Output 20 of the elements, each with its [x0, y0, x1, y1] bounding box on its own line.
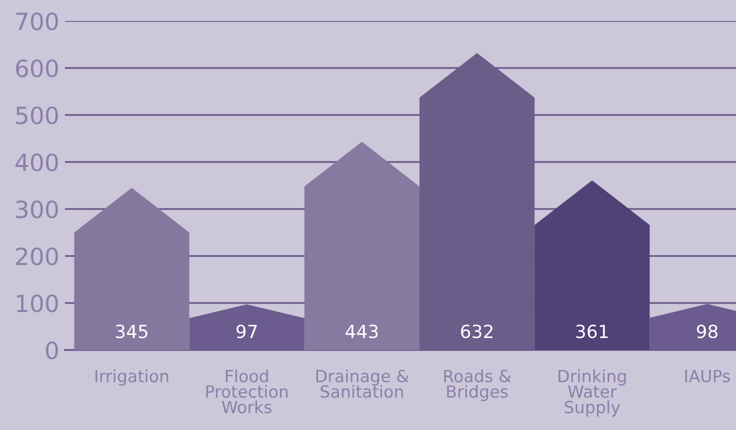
data-label: 361 — [576, 324, 608, 338]
data-label: 632 — [461, 324, 492, 338]
x-tick-label: IAUPs — [685, 370, 730, 382]
data-label: 443 — [346, 324, 378, 338]
x-tick-label: Drainage & Sanitation — [316, 369, 409, 398]
data-label: 97 — [236, 324, 257, 338]
y-tick-label: 300 — [16, 200, 58, 218]
y-tick-label: 500 — [16, 106, 58, 124]
y-tick-label: 400 — [16, 153, 58, 172]
y-tick-label: 200 — [16, 247, 58, 266]
x-tick-label: Irrigation — [96, 369, 168, 386]
y-tick-label: 0 — [46, 341, 58, 360]
data-label: 98 — [696, 324, 718, 338]
y-tick-label: 600 — [16, 59, 58, 78]
x-tick-label: Roads & Bridges — [444, 369, 511, 402]
y-tick-label: 700 — [16, 12, 58, 30]
x-tick-label: Flood Protection Works — [206, 369, 288, 414]
x-tick-label: Drinking Water Supply — [558, 369, 626, 417]
y-tick-label: 100 — [16, 294, 58, 312]
data-label: 345 — [116, 324, 148, 338]
